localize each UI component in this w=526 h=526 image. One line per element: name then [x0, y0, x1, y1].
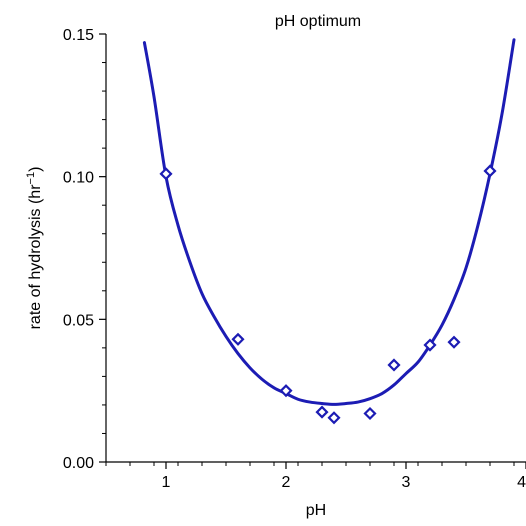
- data-point: [387, 358, 401, 372]
- y-tick-label: 0.15: [63, 27, 94, 44]
- y-axis-label-main: rate of hydrolysis (hr: [27, 184, 44, 330]
- chart-title: pH optimum: [275, 13, 361, 30]
- x-tick-label: 4: [517, 474, 526, 491]
- data-point: [423, 338, 437, 352]
- y-tick-label: 0.00: [63, 455, 94, 472]
- data-point: [483, 164, 497, 178]
- x-axis-label: pH: [306, 502, 326, 519]
- data-point: [159, 167, 173, 181]
- y-axis-label-suffix: ): [27, 167, 44, 172]
- fit-curve: [142, 38, 516, 406]
- data-point: [447, 335, 461, 349]
- axes: 0.00 0.05 0.10 0.15 1 2 3 4: [63, 27, 526, 491]
- fit-curve-layer: [142, 38, 516, 406]
- x-tick-label: 1: [162, 474, 171, 491]
- x-tick-label: 3: [402, 474, 411, 491]
- y-tick-label: 0.05: [63, 312, 94, 329]
- data-point: [315, 405, 329, 419]
- y-axis-label: rate of hydrolysis (hr−1): [25, 167, 44, 330]
- data-point: [327, 411, 341, 425]
- data-point: [363, 406, 377, 421]
- data-points-layer: [159, 164, 497, 425]
- y-axis-label-superscript: −1: [25, 172, 37, 185]
- y-tick-label: 0.10: [63, 170, 94, 187]
- data-point: [231, 332, 245, 346]
- x-tick-label: 2: [282, 474, 291, 491]
- data-point: [279, 384, 293, 398]
